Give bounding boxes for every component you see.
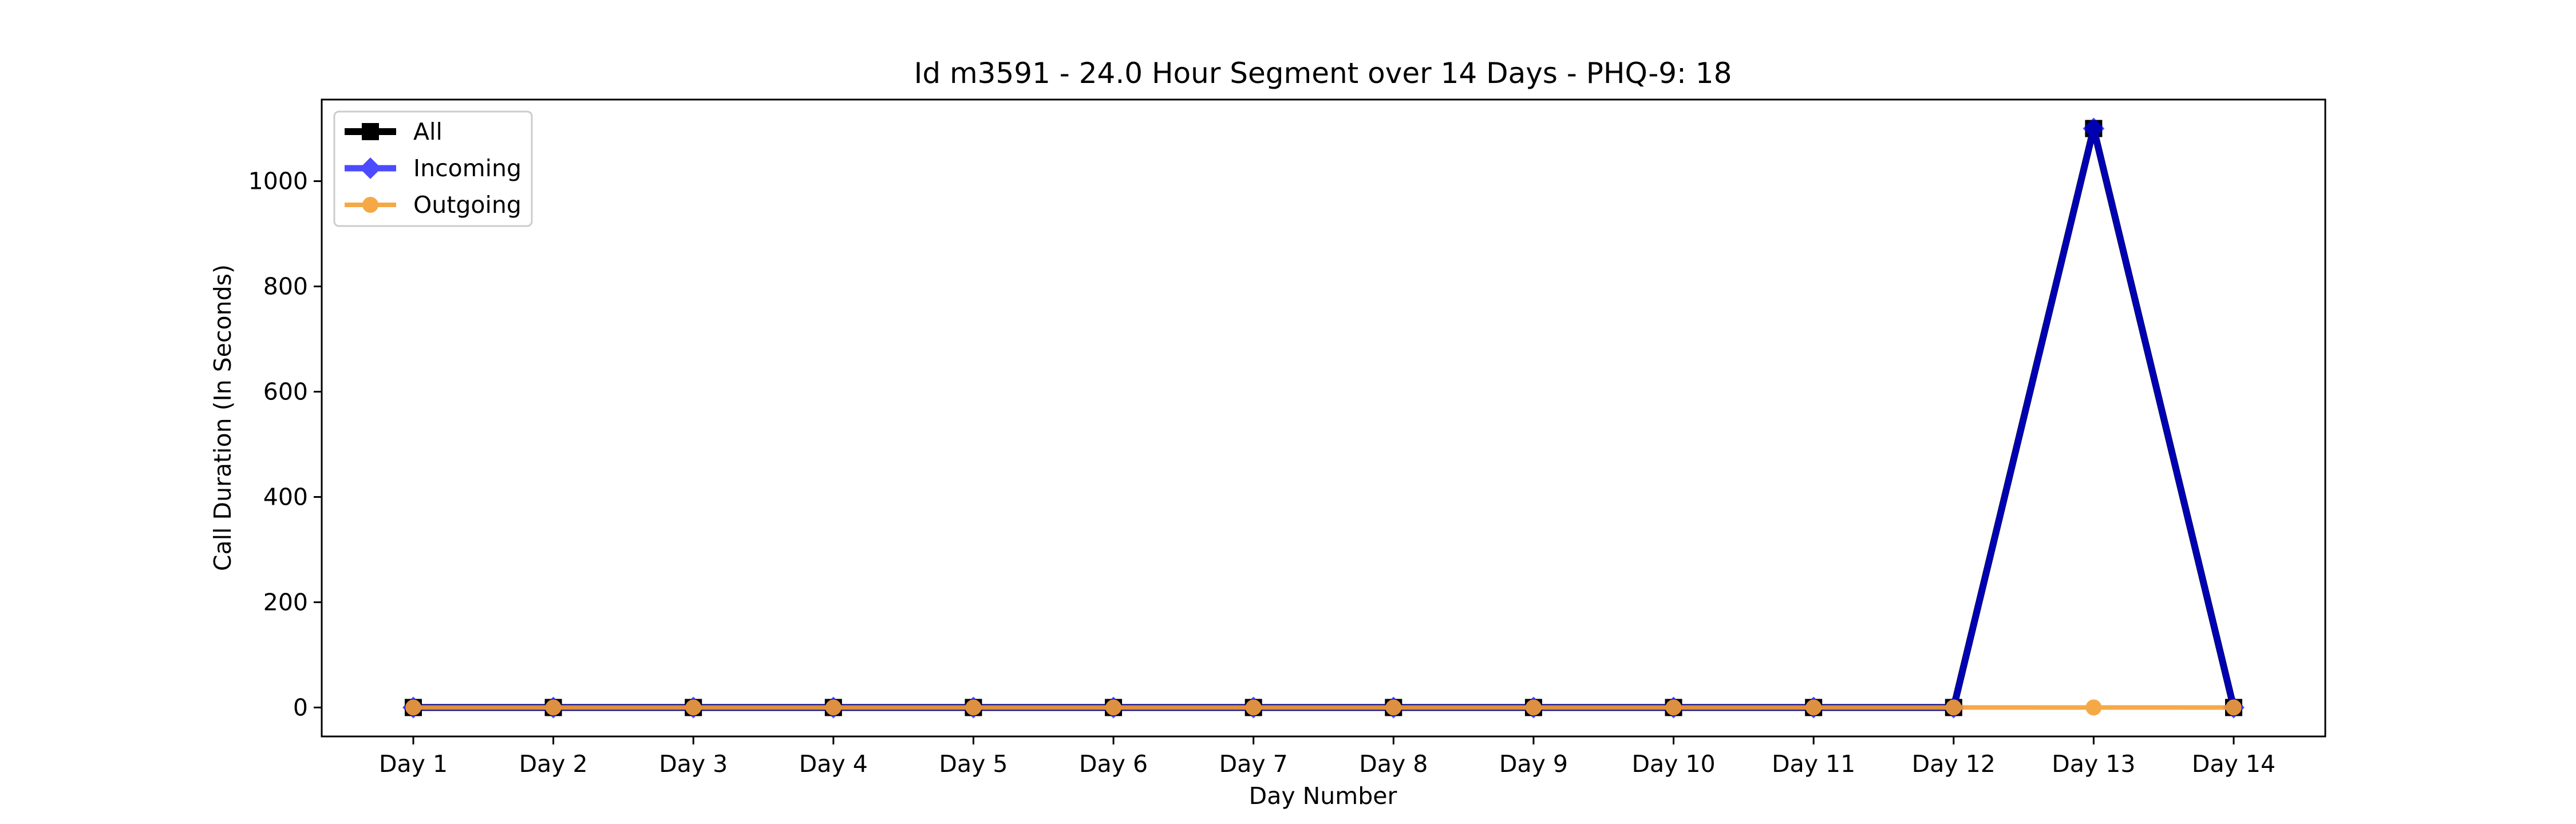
- y-axis-label: Call Duration (In Seconds): [209, 264, 236, 571]
- data-point-outgoing: [1665, 699, 1682, 716]
- x-tick-label: Day 11: [1772, 750, 1855, 778]
- series-layer: [402, 117, 2245, 719]
- data-point-outgoing: [1105, 699, 1122, 716]
- legend-marker-incoming: [359, 157, 381, 179]
- x-tick-label: Day 7: [1219, 750, 1288, 778]
- plot-frame: [321, 98, 2326, 738]
- legend-label-incoming: Incoming: [413, 154, 521, 182]
- data-point-outgoing: [2226, 699, 2242, 716]
- x-tick-label: Day 3: [659, 750, 728, 778]
- chart-title: Id m3591 - 24.0 Hour Segment over 14 Day…: [914, 57, 1732, 90]
- x-tick-label: Day 8: [1359, 750, 1428, 778]
- x-tick-label: Day 5: [939, 750, 1008, 778]
- x-tick-label: Day 2: [519, 750, 588, 778]
- x-tick-label: Day 6: [1079, 750, 1148, 778]
- y-axis: 0 200 400 600 800 1000: [248, 168, 322, 721]
- data-point-outgoing: [1945, 699, 1962, 716]
- legend-item-all: [345, 123, 396, 140]
- data-point-outgoing: [1805, 699, 1822, 716]
- y-tick-label: 1000: [248, 168, 308, 195]
- data-point-outgoing: [685, 699, 702, 716]
- legend-frame: [333, 110, 533, 227]
- x-axis: Day 1 Day 2 Day 3 Day 4 Day 5 Day 6 Day 7 Day 8…: [379, 736, 2275, 778]
- legend: All Incoming Outgoing: [333, 110, 533, 227]
- series-outgoing: [405, 699, 2242, 716]
- data-point-outgoing: [545, 699, 562, 716]
- legend-label-outgoing: Outgoing: [413, 191, 521, 219]
- x-tick-label: Day 1: [379, 750, 448, 778]
- legend-marker-all: [362, 123, 379, 140]
- data-point-outgoing: [405, 699, 421, 716]
- data-point-outgoing: [2085, 699, 2102, 716]
- legend-item-outgoing: [345, 197, 396, 213]
- y-tick-label: 400: [263, 483, 308, 510]
- legend-label-all: All: [413, 118, 442, 145]
- x-tick-label: Day 13: [2052, 750, 2135, 778]
- x-tick-label: Day 10: [1631, 750, 1715, 778]
- legend-item-incoming: [345, 157, 396, 179]
- data-point-outgoing: [1245, 699, 1262, 716]
- y-tick-label: 0: [293, 694, 308, 721]
- x-tick-label: Day 12: [1912, 750, 1996, 778]
- x-tick-label: Day 9: [1499, 750, 1568, 778]
- data-point-outgoing: [965, 699, 982, 716]
- y-tick-label: 600: [263, 378, 308, 406]
- plot-area: [321, 98, 2326, 738]
- x-tick-label: Day 14: [2192, 750, 2275, 778]
- x-tick-label: Day 4: [799, 750, 868, 778]
- x-axis-label: Day Number: [1249, 782, 1397, 810]
- y-tick-label: 800: [263, 273, 308, 300]
- data-point-outgoing: [1525, 699, 1542, 716]
- y-tick-label: 200: [263, 588, 308, 616]
- data-point-outgoing: [1385, 699, 1402, 716]
- data-point-outgoing: [825, 699, 841, 716]
- data-point-incoming: [2083, 117, 2105, 140]
- legend-marker-outgoing: [362, 197, 378, 213]
